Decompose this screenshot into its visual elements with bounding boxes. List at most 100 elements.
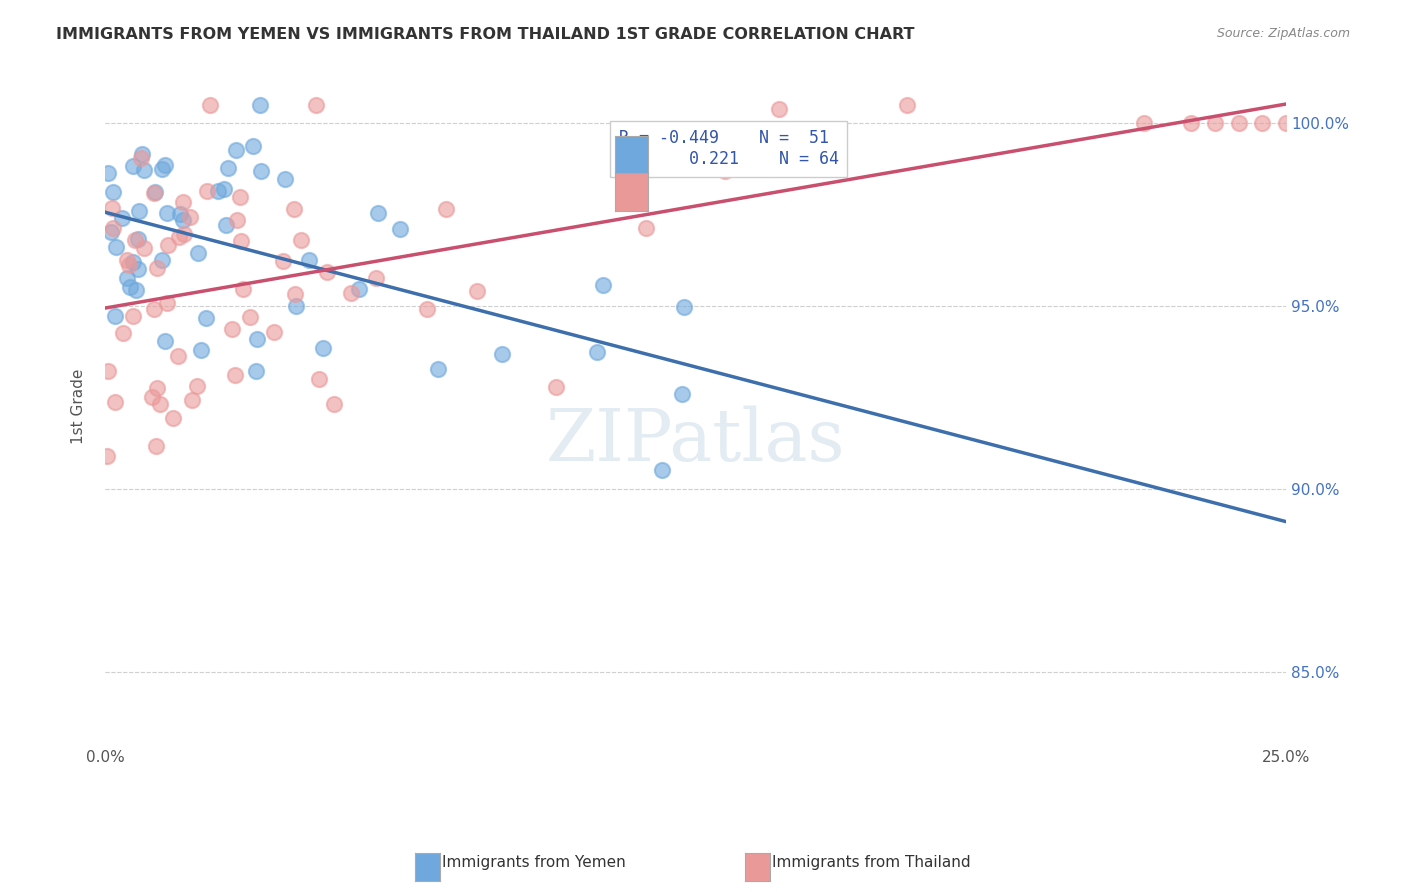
Point [122,309,145,323]
Point [434,202,457,217]
Point [323,397,346,411]
Point [180,393,202,408]
Point [142,186,165,200]
Point [215,218,238,232]
Point [162,411,184,425]
Point [104,395,127,409]
Point [308,372,330,386]
Point [1251,116,1274,130]
Point [172,212,194,227]
Point [315,265,337,279]
Point [467,285,489,299]
Point [416,302,439,317]
Point [284,298,307,312]
Point [172,195,194,210]
Point [153,158,176,172]
Point [150,162,173,177]
Point [111,211,134,225]
Point [896,98,918,112]
Text: Immigrants from Thailand: Immigrants from Thailand [772,855,972,870]
Point [104,309,127,323]
Point [245,364,267,378]
Point [226,213,249,227]
Point [250,164,273,178]
Point [157,238,180,252]
Point [101,201,124,215]
Point [149,397,172,411]
Point [134,163,156,178]
Point [143,185,166,199]
Point [671,387,693,401]
Point [225,143,247,157]
Point [111,326,134,341]
Point [195,185,218,199]
Point [312,341,335,355]
Point [239,310,262,324]
Point [145,381,167,395]
Point [122,159,145,173]
Point [173,227,195,241]
Point [115,271,138,285]
Point [305,98,328,112]
Point [1204,116,1226,130]
Point [340,286,363,301]
Point [131,146,153,161]
Point [97,166,120,180]
Point [128,204,150,219]
Point [592,278,614,293]
Point [273,171,295,186]
Point [150,253,173,268]
Text: ZIPatlas: ZIPatlas [546,405,845,475]
Point [297,253,319,268]
Text: Source: ZipAtlas.com: Source: ZipAtlas.com [1216,27,1350,40]
Point [1275,116,1298,130]
Point [1227,116,1250,130]
Point [118,258,141,272]
Text: IMMIGRANTS FROM YEMEN VS IMMIGRANTS FROM THAILAND 1ST GRADE CORRELATION CHART: IMMIGRANTS FROM YEMEN VS IMMIGRANTS FROM… [56,27,915,42]
Point [585,345,607,359]
Point [156,205,179,219]
Point [232,282,254,296]
Point [1180,116,1202,130]
Point [768,103,790,117]
Text: R = -0.449    N =  51
R =    0.221    N = 64: R = -0.449 N = 51 R = 0.221 N = 64 [619,129,839,169]
Point [127,262,149,277]
Point [214,182,236,196]
Point [1133,116,1156,130]
Point [229,234,252,248]
Point [229,190,252,204]
Point [217,161,239,175]
Point [224,368,246,382]
Point [101,185,124,199]
Point [546,380,568,394]
Point [651,462,673,476]
Point [145,439,167,453]
Point [249,98,271,112]
Point [194,310,217,325]
Point [283,202,305,216]
Point [141,390,163,404]
Y-axis label: 1st Grade: 1st Grade [72,369,86,444]
Point [367,205,389,219]
Point [146,260,169,275]
Point [284,287,307,301]
Text: Immigrants from Yemen: Immigrants from Yemen [443,855,626,870]
Point [125,284,148,298]
Point [179,210,201,224]
Point [491,346,513,360]
Point [167,229,190,244]
Point [616,148,638,162]
Point [101,220,124,235]
Point [426,362,449,376]
Point [97,364,120,378]
Point [115,252,138,267]
Point [156,295,179,310]
Point [242,138,264,153]
Point [389,222,412,236]
Point [221,321,243,335]
Point [124,233,146,247]
Point [153,334,176,349]
Point [129,151,152,165]
Point [200,98,222,112]
Point [167,349,190,363]
